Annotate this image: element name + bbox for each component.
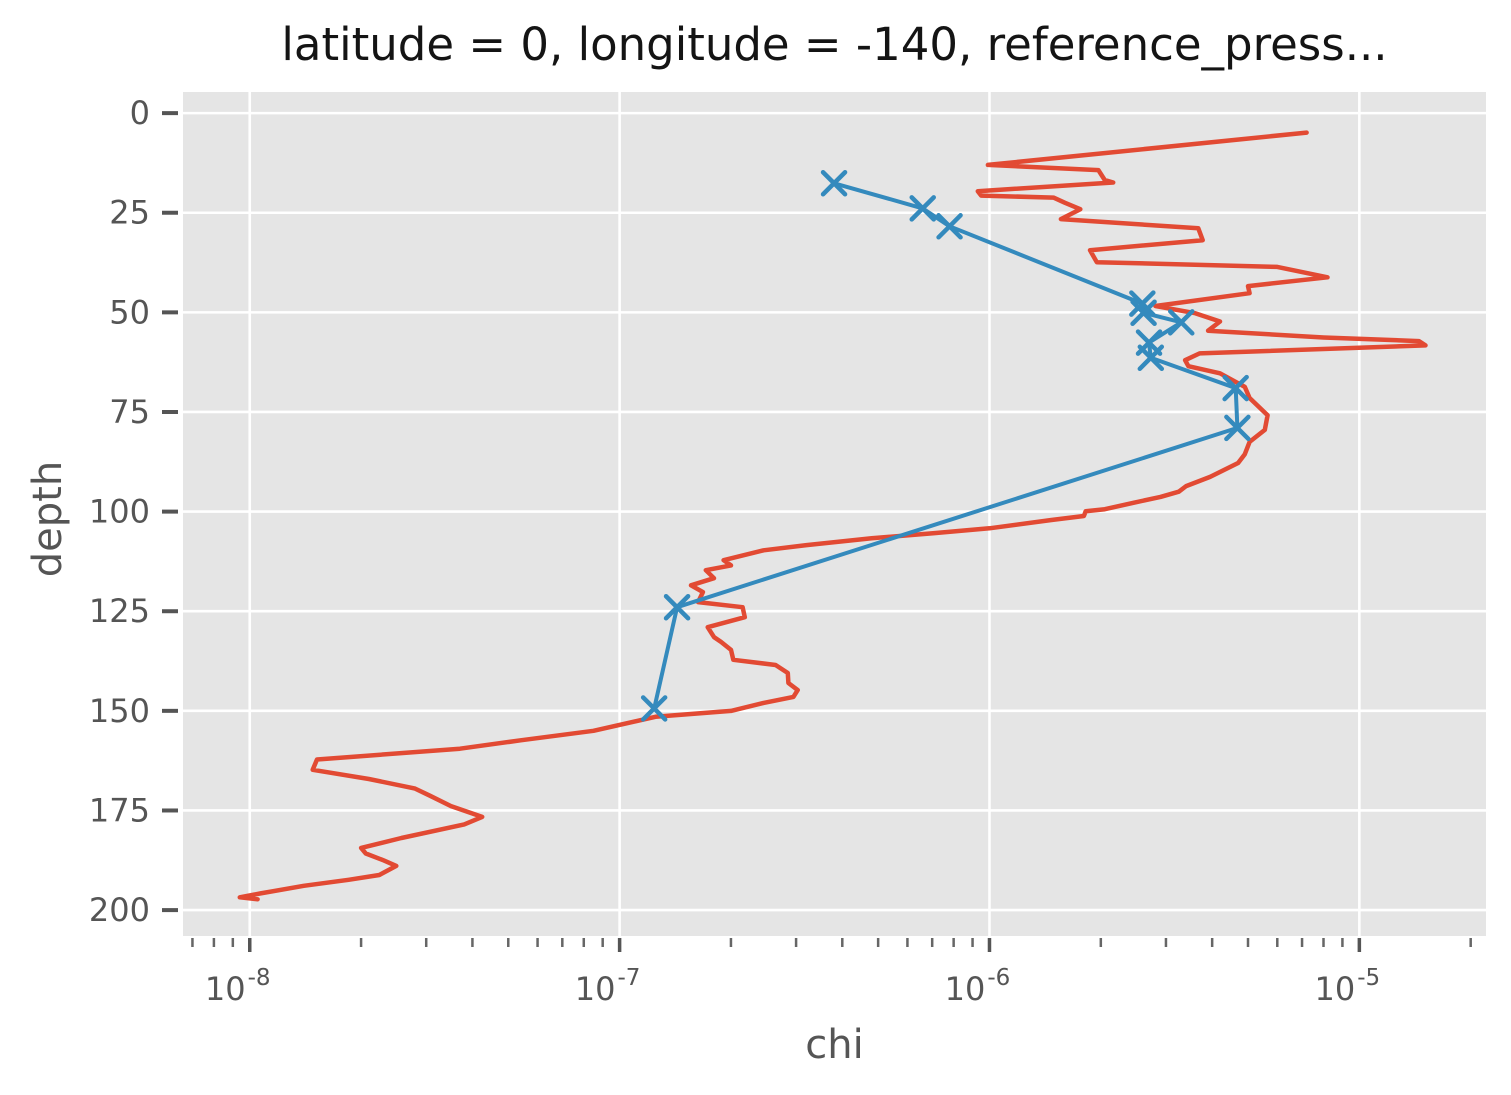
y-tick-label: 25 bbox=[109, 194, 150, 232]
y-tick-label: 100 bbox=[89, 493, 150, 531]
x-tick-label: 10-6 bbox=[945, 965, 1011, 1008]
y-tick-label: 75 bbox=[109, 393, 150, 431]
x-marker bbox=[640, 695, 668, 722]
y-tick-label: 50 bbox=[109, 293, 150, 331]
x-marker bbox=[1168, 309, 1195, 336]
x-marker bbox=[1137, 344, 1165, 372]
y-tick-label: 0 bbox=[130, 94, 150, 132]
x-marker bbox=[663, 593, 691, 621]
chi-fine-profile-line bbox=[237, 130, 1428, 902]
x-axis-label: chi bbox=[805, 1022, 864, 1068]
y-axis-label: depth bbox=[25, 460, 71, 578]
x-marker bbox=[1222, 374, 1249, 402]
x-marker bbox=[936, 213, 963, 240]
y-tick-label: 150 bbox=[89, 692, 150, 730]
x-marker bbox=[1129, 290, 1156, 317]
y-tick-label: 200 bbox=[89, 891, 150, 929]
y-tick-label: 125 bbox=[89, 592, 150, 630]
x-marker bbox=[820, 170, 848, 197]
x-marker bbox=[1224, 414, 1251, 442]
x-tick-label: 10-7 bbox=[575, 965, 641, 1008]
x-marker bbox=[909, 195, 936, 222]
chart-title: latitude = 0, longitude = -140, referenc… bbox=[281, 18, 1388, 71]
y-tick-label: 175 bbox=[89, 791, 150, 829]
x-tick-label: 10-5 bbox=[1315, 965, 1381, 1008]
axes-background bbox=[183, 92, 1486, 936]
x-tick-label: 10-8 bbox=[205, 965, 271, 1008]
x-marker bbox=[1130, 299, 1157, 327]
